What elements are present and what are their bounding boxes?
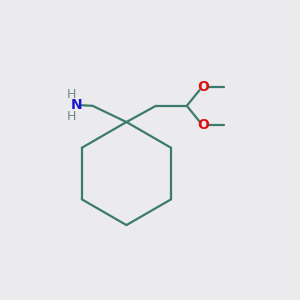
Text: N: N bbox=[70, 98, 82, 112]
Text: O: O bbox=[197, 118, 209, 132]
Text: H: H bbox=[66, 110, 76, 123]
Text: H: H bbox=[66, 88, 76, 100]
Text: O: O bbox=[197, 80, 209, 94]
